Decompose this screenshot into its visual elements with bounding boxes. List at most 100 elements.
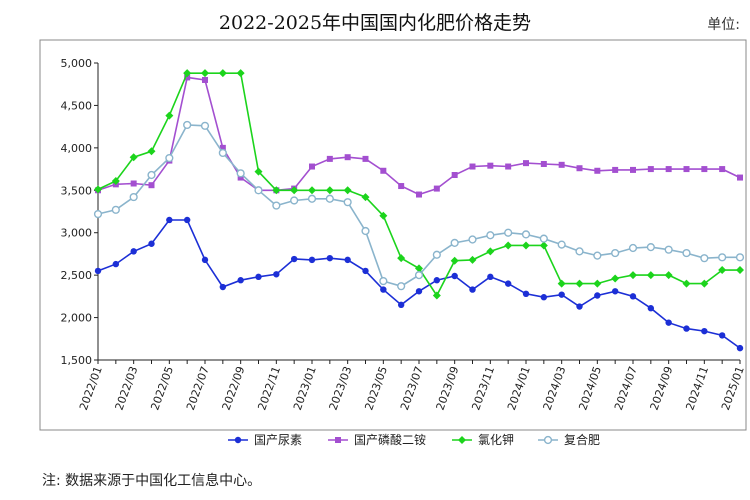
data-point <box>201 69 209 78</box>
data-point <box>557 279 566 288</box>
data-point <box>148 240 155 247</box>
data-point <box>344 256 351 264</box>
data-point <box>504 228 513 237</box>
data-point <box>219 283 227 291</box>
data-point <box>129 192 138 202</box>
chart-frame <box>39 39 747 431</box>
data-point <box>326 155 333 162</box>
data-point <box>647 166 654 173</box>
data-point <box>362 267 369 275</box>
x-tick-label: 2024/09 <box>648 365 676 412</box>
data-point <box>521 230 531 239</box>
data-point <box>111 176 120 185</box>
data-point <box>629 293 637 300</box>
data-point <box>611 248 620 258</box>
data-point <box>646 271 655 280</box>
data-point <box>594 167 601 174</box>
data-point <box>112 260 120 268</box>
data-point <box>593 251 602 260</box>
data-point <box>665 319 672 326</box>
legend-item: 复合肥 <box>538 432 600 447</box>
data-point <box>523 160 529 167</box>
data-point <box>664 271 673 280</box>
data-point <box>665 166 672 173</box>
data-point <box>432 291 441 300</box>
data-point <box>700 254 709 263</box>
series-line <box>97 72 740 298</box>
data-point <box>397 254 406 263</box>
data-point <box>451 172 458 179</box>
data-point <box>290 196 299 205</box>
data-point <box>630 166 636 173</box>
data-point <box>398 183 405 190</box>
y-tick-label: 3,500 <box>61 184 93 197</box>
data-point <box>130 180 137 187</box>
data-point <box>557 240 566 249</box>
data-point <box>165 153 174 163</box>
data-point <box>379 211 388 220</box>
data-point <box>682 248 691 258</box>
data-point <box>308 186 316 195</box>
data-point <box>469 286 476 293</box>
x-tick-label: 2022/07 <box>184 365 212 412</box>
data-point <box>380 167 387 174</box>
x-tick-label: 2024/03 <box>541 365 569 412</box>
data-point <box>664 245 673 254</box>
data-point <box>236 169 245 178</box>
data-point <box>539 241 548 250</box>
legend-marker <box>543 435 553 445</box>
data-point <box>700 279 709 288</box>
data-point <box>683 166 690 173</box>
data-point <box>93 209 103 219</box>
data-point <box>130 248 137 255</box>
data-point <box>219 144 226 151</box>
data-point <box>522 241 530 250</box>
data-point <box>254 167 263 176</box>
x-tick-label: 2023/09 <box>434 365 462 412</box>
data-point <box>201 256 209 264</box>
data-point <box>540 294 548 301</box>
y-tick-label: 2,500 <box>61 269 93 282</box>
data-point <box>718 332 726 339</box>
data-point <box>576 165 583 172</box>
data-point <box>522 290 530 298</box>
data-point <box>415 288 423 295</box>
data-point <box>183 120 192 130</box>
x-tick-label: 2022/01 <box>77 365 105 412</box>
data-point <box>432 250 441 259</box>
data-point <box>504 241 513 250</box>
data-point <box>540 160 547 167</box>
data-point <box>236 69 245 78</box>
data-point <box>486 247 495 256</box>
data-point <box>308 256 316 264</box>
source-note: 注: 数据来源于中国化工信息中心。 <box>42 473 262 489</box>
data-point <box>361 226 370 236</box>
series-line <box>97 219 741 349</box>
unit-label: 单位: <box>707 17 740 33</box>
data-point <box>575 279 584 288</box>
data-point <box>414 271 424 280</box>
data-point <box>539 234 548 243</box>
data-point <box>397 282 406 291</box>
data-point <box>380 286 387 293</box>
x-tick-label: 2023/03 <box>327 365 355 412</box>
data-point <box>629 271 637 280</box>
data-point <box>362 155 369 162</box>
data-point <box>450 238 459 247</box>
data-point <box>272 201 281 210</box>
data-point <box>361 193 370 202</box>
data-point <box>486 231 495 240</box>
data-point <box>415 264 423 273</box>
x-tick-label: 2022/11 <box>255 365 283 412</box>
data-point <box>504 280 512 287</box>
data-point <box>647 305 655 312</box>
x-tick-label: 2024/01 <box>505 365 533 412</box>
series-line <box>97 76 741 196</box>
data-point <box>594 292 601 299</box>
data-point <box>309 163 315 170</box>
data-point <box>736 344 744 352</box>
data-point <box>718 266 727 275</box>
data-point <box>576 303 583 310</box>
legend: 国产尿素 国产磷酸二铵 氯化钾 复合肥 <box>228 432 600 447</box>
